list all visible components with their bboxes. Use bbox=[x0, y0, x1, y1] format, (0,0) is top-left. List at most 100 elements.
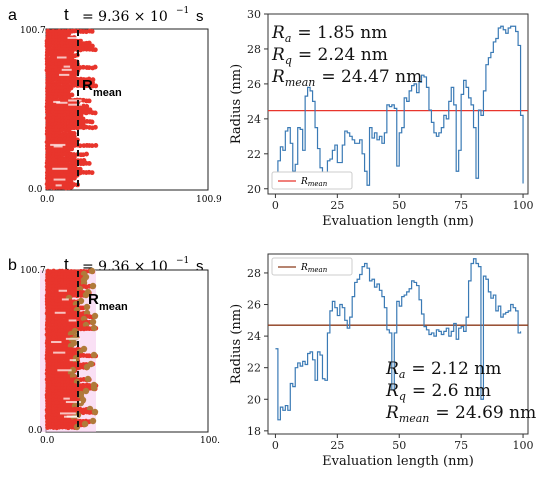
particle bbox=[86, 161, 92, 166]
particle-edge bbox=[90, 324, 98, 332]
crack-gap bbox=[65, 401, 82, 404]
particle bbox=[93, 143, 99, 148]
particle-edge bbox=[89, 417, 97, 425]
particle bbox=[56, 28, 62, 34]
stat-a: Ra = 1.85 nm bbox=[271, 23, 387, 45]
y-tick-label: 18 bbox=[247, 425, 261, 438]
crack-gap bbox=[63, 65, 71, 68]
panel-letter-a: a bbox=[8, 7, 17, 24]
particle bbox=[92, 47, 98, 53]
particle bbox=[59, 127, 65, 133]
radius-series-line bbox=[275, 258, 522, 421]
particle bbox=[80, 83, 86, 89]
particle-edge bbox=[91, 312, 99, 320]
particle bbox=[71, 125, 77, 131]
particle bbox=[66, 127, 72, 133]
crack-gap bbox=[67, 36, 84, 39]
particle bbox=[86, 40, 92, 46]
particle bbox=[71, 28, 77, 34]
simulation-snapshot-b: b t = 9.36 × 10 −1 s R mean 100.7 0.0 0.… bbox=[8, 255, 220, 446]
crack-gap bbox=[53, 178, 66, 181]
y-tick-label: 20 bbox=[247, 393, 261, 406]
radius-chart-b: 0 25 50 75 100 18 20 22 24 26 28 Evaluation length … bbox=[229, 253, 536, 469]
x-tick-label: 0 bbox=[272, 439, 279, 452]
crack-gap bbox=[69, 359, 76, 362]
y-tick-label: 22 bbox=[247, 148, 261, 161]
particle bbox=[59, 280, 65, 286]
particle-edge bbox=[90, 351, 98, 359]
y-tick-label: 20 bbox=[247, 183, 261, 196]
particle-edge bbox=[88, 267, 96, 275]
particle bbox=[62, 322, 68, 328]
particle bbox=[44, 160, 50, 166]
x-tick-label: 75 bbox=[454, 199, 468, 212]
particle-edge bbox=[84, 375, 92, 383]
particle bbox=[86, 76, 92, 82]
particle-edge bbox=[82, 291, 90, 299]
particle bbox=[47, 43, 53, 49]
x-tick-label: 50 bbox=[392, 199, 406, 212]
y-tick-label: 28 bbox=[247, 267, 261, 280]
y-tick-label: 22 bbox=[247, 362, 261, 375]
panel-a: a t = 9.36 × 10 −1 s R mean 100.7 0.0 0.… bbox=[8, 5, 534, 229]
particle bbox=[72, 175, 77, 181]
x-axis-label: Evaluation length (nm) bbox=[322, 454, 474, 469]
sim-y-top-b: 100.7 bbox=[20, 266, 46, 276]
rmean-sub-a: mean bbox=[93, 87, 122, 99]
y-tick-label: 24 bbox=[247, 113, 261, 126]
particle bbox=[89, 170, 95, 176]
particle bbox=[65, 425, 71, 431]
crack-gap bbox=[65, 337, 81, 340]
particle bbox=[69, 146, 75, 152]
legend-box bbox=[271, 257, 353, 276]
crack-gap bbox=[50, 143, 66, 146]
crack-gap bbox=[56, 101, 68, 104]
particle bbox=[71, 154, 77, 160]
crack-gap bbox=[61, 68, 72, 71]
plot-frame bbox=[267, 253, 529, 435]
particle-edge bbox=[91, 408, 99, 416]
particle-edge bbox=[89, 282, 97, 290]
radius-series-line bbox=[275, 25, 524, 186]
particle-cluster-a bbox=[44, 28, 99, 191]
particle-edge bbox=[83, 363, 91, 371]
x-tick-label: 50 bbox=[392, 439, 406, 452]
particle bbox=[69, 184, 74, 190]
crack-gap bbox=[64, 415, 79, 418]
radius-chart-a: 0 25 50 75 100 20 22 24 26 28 30 Evaluation length … bbox=[229, 8, 534, 229]
particle bbox=[44, 52, 50, 58]
crack-gap bbox=[51, 341, 62, 344]
crack-gap bbox=[68, 99, 82, 102]
crack-gap bbox=[53, 351, 66, 354]
sim-y-bottom-a: 0.0 bbox=[28, 185, 43, 195]
y-tick-label: 24 bbox=[247, 330, 261, 343]
time-unit-b: s bbox=[196, 258, 204, 275]
rmean-label-b: R bbox=[88, 291, 99, 308]
particle bbox=[93, 124, 98, 130]
particle bbox=[89, 143, 95, 149]
panel-b: b t = 9.36 × 10 −1 s R mean 100.7 0.0 0.… bbox=[0, 240, 550, 480]
particle-edge bbox=[82, 387, 90, 395]
particle-edge bbox=[83, 303, 91, 311]
plot-frame bbox=[267, 13, 529, 195]
time-value-a: = 9.36 × 10 bbox=[82, 9, 168, 25]
stat-a: Ra = 2.12 nm bbox=[385, 359, 501, 381]
stat-mean: Rmean = 24.69 nm bbox=[385, 403, 536, 425]
particle bbox=[69, 92, 75, 98]
particle bbox=[86, 98, 92, 104]
particle bbox=[81, 353, 86, 358]
y-tick-label: 26 bbox=[247, 78, 261, 91]
crack-gap bbox=[58, 289, 68, 292]
particle-edge bbox=[90, 384, 98, 392]
rmean-label-a: R bbox=[82, 77, 93, 94]
crack-gap bbox=[61, 298, 69, 301]
crack-gap bbox=[53, 145, 63, 148]
particle bbox=[59, 47, 65, 52]
crack-gap bbox=[68, 103, 83, 106]
crack-gap bbox=[68, 319, 77, 322]
rmean-sub-b: mean bbox=[99, 301, 128, 313]
particle bbox=[92, 110, 98, 116]
sim-y-bottom-b: 0.0 bbox=[28, 426, 43, 436]
y-tick-label: 28 bbox=[247, 43, 261, 56]
sim-x-left-b: 0.0 bbox=[40, 436, 55, 446]
